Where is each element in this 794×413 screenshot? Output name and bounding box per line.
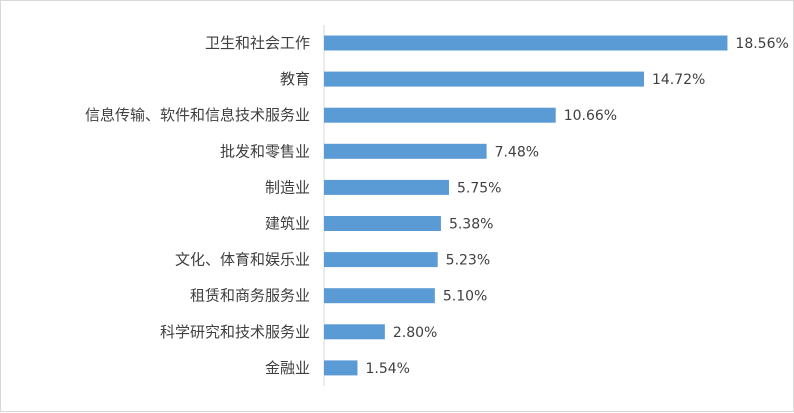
data-label: 18.56% (735, 36, 788, 52)
category-label: 制造业 (265, 178, 310, 196)
category-label: 租赁和商务服务业 (190, 287, 310, 305)
bar (324, 360, 358, 376)
bar (324, 252, 438, 268)
category-label: 卫生和社会工作 (205, 34, 310, 52)
category-label: 批发和零售业 (220, 142, 310, 160)
bar (324, 35, 728, 51)
data-label: 10.66% (564, 108, 617, 124)
bar (324, 216, 441, 231)
data-label: 5.23% (446, 253, 490, 269)
category-label: 科学研究和技术服务业 (160, 323, 310, 341)
category-label: 文化、体育和娱乐业 (175, 251, 310, 269)
bar (324, 71, 644, 87)
data-label: 5.38% (449, 217, 493, 233)
category-label: 建筑业 (265, 215, 310, 233)
bar (324, 143, 487, 159)
data-label: 5.75% (457, 180, 501, 196)
bar (324, 179, 449, 195)
data-label: 5.10% (443, 289, 487, 305)
data-label: 1.54% (365, 361, 409, 377)
data-label: 2.80% (393, 325, 437, 341)
bar (324, 288, 435, 304)
category-label: 教育 (280, 70, 310, 88)
category-label: 信息传输、软件和信息技术服务业 (85, 106, 310, 124)
data-label: 14.72% (652, 72, 705, 88)
category-label: 金融业 (265, 359, 310, 377)
bar (324, 107, 556, 123)
data-label: 7.48% (495, 144, 539, 160)
bar (324, 324, 385, 340)
